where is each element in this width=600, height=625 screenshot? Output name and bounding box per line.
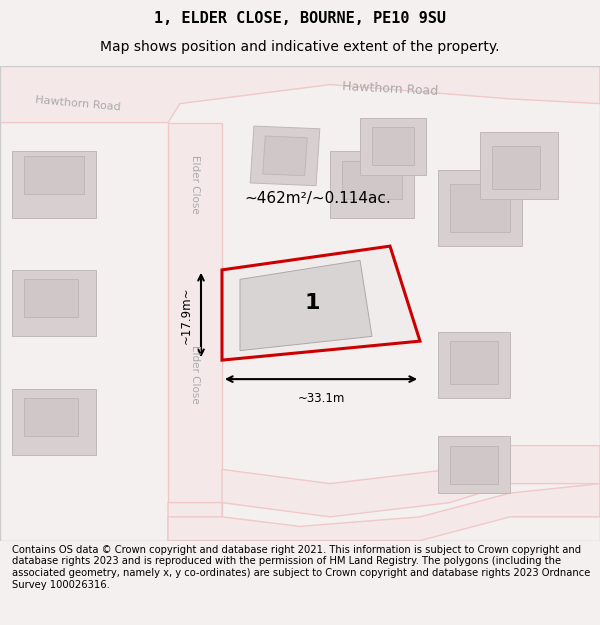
Polygon shape — [0, 66, 600, 122]
Text: Elder Close: Elder Close — [190, 345, 200, 404]
Text: 1, ELDER CLOSE, BOURNE, PE10 9SU: 1, ELDER CLOSE, BOURNE, PE10 9SU — [154, 11, 446, 26]
Bar — [24, 156, 84, 194]
Text: 1: 1 — [304, 293, 320, 313]
Bar — [0, 66, 600, 541]
Bar — [250, 126, 320, 186]
Polygon shape — [168, 122, 222, 517]
Text: Map shows position and indicative extent of the property.: Map shows position and indicative extent… — [100, 40, 500, 54]
Bar — [330, 151, 414, 218]
Text: Contains OS data © Crown copyright and database right 2021. This information is : Contains OS data © Crown copyright and d… — [12, 545, 590, 589]
Bar — [438, 332, 510, 398]
Bar — [492, 146, 540, 189]
Bar — [438, 436, 510, 493]
Bar — [360, 118, 426, 175]
Bar — [480, 132, 558, 199]
Text: Hawthorn Road: Hawthorn Road — [341, 81, 439, 98]
Text: Elder Close: Elder Close — [190, 155, 200, 214]
Text: ~17.9m~: ~17.9m~ — [179, 286, 193, 344]
Bar — [24, 398, 78, 436]
Bar — [24, 279, 78, 318]
Bar — [438, 170, 522, 246]
Bar — [372, 127, 414, 166]
Bar — [263, 136, 307, 176]
Text: Hawthorn Road: Hawthorn Road — [35, 95, 121, 112]
Bar — [342, 161, 402, 199]
Bar — [450, 184, 510, 232]
Text: ~33.1m: ~33.1m — [298, 392, 344, 404]
Polygon shape — [222, 246, 420, 360]
Bar — [12, 389, 96, 455]
Bar — [450, 341, 498, 384]
Bar — [12, 151, 96, 218]
Polygon shape — [168, 446, 600, 541]
Polygon shape — [240, 261, 372, 351]
Bar — [450, 446, 498, 484]
Polygon shape — [168, 484, 600, 541]
Bar — [12, 270, 96, 336]
Text: ~462m²/~0.114ac.: ~462m²/~0.114ac. — [245, 191, 391, 206]
